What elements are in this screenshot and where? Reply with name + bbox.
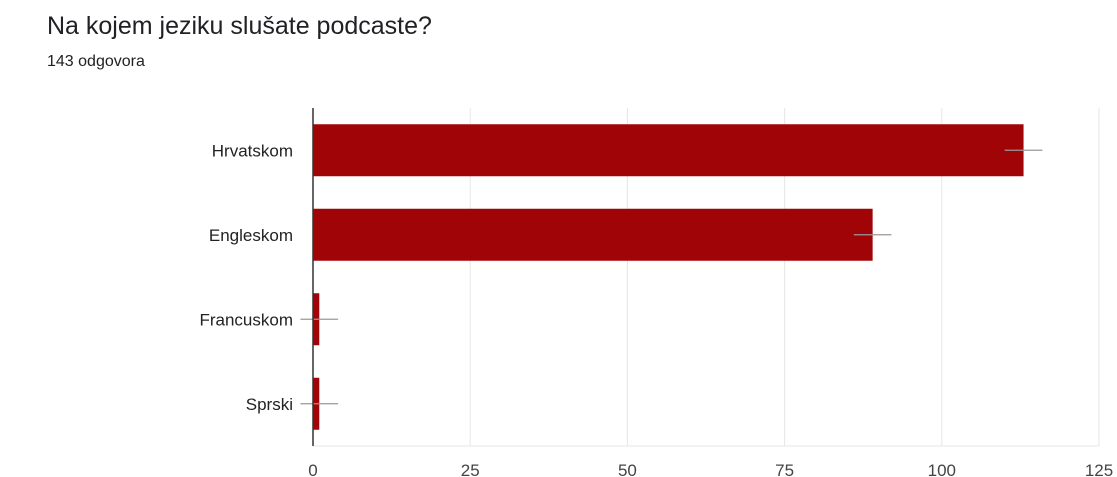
axes xyxy=(312,108,1099,447)
x-tick-label: 25 xyxy=(461,461,480,477)
question-title: Na kojem jeziku slušate podcaste? xyxy=(47,12,432,40)
x-tick-label: 100 xyxy=(928,461,956,477)
category-label: Engleskom xyxy=(209,226,293,245)
x-tick-label: 125 xyxy=(1085,461,1113,477)
category-label: Sprski xyxy=(246,395,293,414)
labels: 0 25 50 75 100 125 Hrvatskom Engleskom Francusko… xyxy=(199,141,1113,477)
x-tick-label: 75 xyxy=(775,461,794,477)
bar-hrvatskom xyxy=(313,124,1024,177)
error-bars xyxy=(300,149,1043,405)
response-count: 143 odgovora xyxy=(47,53,145,70)
category-label: Francuskom xyxy=(199,310,293,329)
category-label: Hrvatskom xyxy=(212,141,293,160)
bars xyxy=(313,124,1024,430)
x-tick-label: 50 xyxy=(618,461,637,477)
bar-engleskom xyxy=(313,208,873,261)
x-tick-label: 0 xyxy=(308,461,317,477)
